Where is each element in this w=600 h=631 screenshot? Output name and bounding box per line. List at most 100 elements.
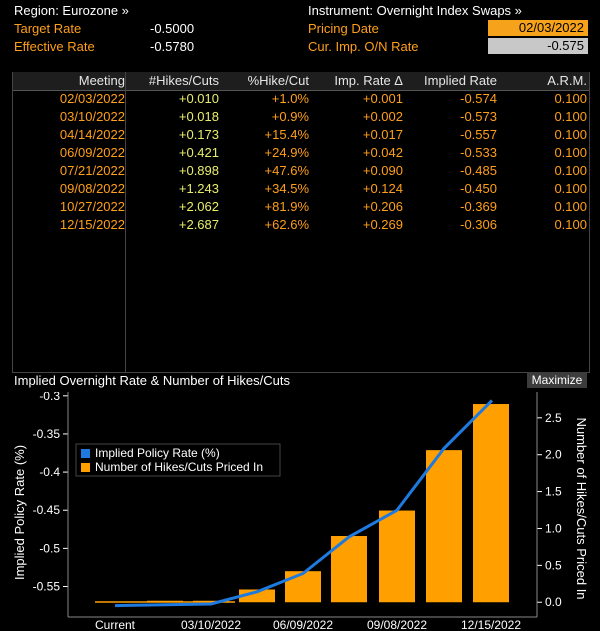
col-pct-header[interactable]: %Hike/Cut [247,73,309,88]
hikes-bar [473,404,509,603]
hikes-baseline [95,601,235,603]
x-tick-label: 09/08/2022 [367,618,427,631]
y-tick-label: -0.35 [33,427,61,441]
arm-cell: 0.100 [554,181,587,196]
implied-rate-cell: -0.306 [460,217,497,232]
pct-hike-cell: +81.9% [264,199,309,214]
pct-hike-cell: +62.6% [264,217,309,232]
table-row[interactable]: 07/21/2022 +0.898 +47.6% +0.090 -0.485 0.100 [13,163,589,181]
meeting-date: 10/27/2022 [59,199,125,214]
meeting-date: 09/08/2022 [59,181,125,196]
pct-hike-cell: +47.6% [264,163,309,178]
legend-swatch [81,449,90,458]
instrument-selector[interactable]: Instrument: Overnight Index Swaps » [308,3,522,18]
hikes-bar [285,571,321,603]
region-selector[interactable]: Region: Eurozone » [14,3,129,18]
col-hikes-header[interactable]: #Hikes/Cuts [148,73,219,88]
pricing-date-input[interactable]: 02/03/2022 [488,20,588,36]
table-row[interactable]: 04/14/2022 +0.173 +15.4% +0.017 -0.557 0.100 [13,127,589,145]
hikes-cell: +2.062 [178,199,219,214]
y2-tick-label: 2.5 [545,411,562,425]
pct-hike-cell: +24.9% [264,145,309,160]
col-meeting-header[interactable]: Meeting [78,73,125,88]
y-tick-label: -0.55 [33,579,61,593]
table-row[interactable]: 02/03/2022 +0.010 +1.0% +0.001 -0.574 0.100 [13,91,589,109]
meeting-date: 07/21/2022 [59,163,125,178]
imp-rate-delta-cell: +0.090 [362,163,403,178]
table-row[interactable]: 03/10/2022 +0.018 +0.9% +0.002 -0.573 0.100 [13,109,589,127]
target-rate-value: -0.5000 [150,21,195,36]
implied-rate-line [114,399,494,608]
pricing-date-label: Pricing Date [308,21,379,36]
meeting-date: 06/09/2022 [59,145,125,160]
meeting-date: 04/14/2022 [59,127,125,142]
y2-axis-label: Number of Hikes/Cuts Priced In [574,417,589,599]
col-arm-header[interactable]: A.R.M. [547,73,587,88]
table-row[interactable]: 10/27/2022 +2.062 +81.9% +0.206 -0.369 0.100 [13,199,589,217]
arm-cell: 0.100 [554,199,587,214]
implied-rate-cell: -0.574 [460,91,497,106]
maximize-button[interactable]: Maximize [527,372,587,388]
implied-rate-cell: -0.450 [460,181,497,196]
y2-tick-label: 1.5 [545,485,562,499]
meeting-date: 02/03/2022 [59,91,125,106]
imp-rate-delta-cell: +0.001 [362,91,403,106]
legend-swatch [81,463,90,472]
arm-cell: 0.100 [554,109,587,124]
pct-hike-cell: +1.0% [271,91,309,106]
imp-rate-delta-cell: +0.042 [362,145,403,160]
meetings-table: Meeting #Hikes/Cuts %Hike/Cut Imp. Rate … [12,72,590,373]
table-row[interactable]: 06/09/2022 +0.421 +24.9% +0.042 -0.533 0.100 [13,145,589,163]
imp-rate-delta-cell: +0.017 [362,127,403,142]
hikes-cell: +0.898 [178,163,219,178]
legend-label: Number of Hikes/Cuts Priced In [95,460,263,474]
table-header: Meeting #Hikes/Cuts %Hike/Cut Imp. Rate … [13,72,589,91]
imp-rate-delta-cell: +0.124 [362,181,403,196]
y-tick-label: -0.3 [39,392,60,403]
hikes-bar [426,450,462,603]
hikes-cell: +0.010 [178,91,219,106]
arm-cell: 0.100 [554,127,587,142]
imp-rate-delta-cell: +0.206 [362,199,403,214]
legend-box [75,443,281,477]
x-tick-label: 03/10/2022 [181,618,241,631]
effective-rate-value: -0.5780 [150,39,195,54]
legend-label: Implied Policy Rate (%) [95,446,220,460]
implied-rate-cell: -0.369 [460,199,497,214]
hikes-bar [379,510,415,603]
column-divider [125,72,126,372]
hikes-cell: +0.018 [178,109,219,124]
y-tick-label: -0.45 [33,503,61,517]
meeting-date: 12/15/2022 [59,217,125,232]
y-axis-label: Implied Policy Rate (%) [12,445,27,580]
implied-rate-cell: -0.557 [460,127,497,142]
arm-cell: 0.100 [554,163,587,178]
pct-hike-cell: +0.9% [271,109,309,124]
x-tick-label: Current [95,618,136,631]
arm-cell: 0.100 [554,217,587,232]
x-tick-label: 12/15/2022 [461,618,521,631]
table-row[interactable]: 09/08/2022 +1.243 +34.5% +0.124 -0.450 0.100 [13,181,589,199]
rate-hikes-chart: -0.3 -0.35 -0.4 -0.45 -0.5 -0.55 0.0 0.5 1.0 1.5… [12,392,589,631]
pct-hike-cell: +34.5% [264,181,309,196]
hikes-cell: +2.687 [178,217,219,232]
chart-title: Implied Overnight Rate & Number of Hikes… [14,373,290,388]
cur-imp-rate-input[interactable]: -0.575 [488,38,588,54]
chart-legend: Implied Policy Rate (%)Number of Hikes/C… [75,443,281,477]
pct-hike-cell: +15.4% [264,127,309,142]
y2-tick-label: 0.0 [545,595,562,609]
target-rate-label: Target Rate [14,21,82,36]
col-imp-delta-header[interactable]: Imp. Rate Δ [334,73,403,88]
y-tick-label: -0.5 [39,541,60,555]
x-tick-label: 06/09/2022 [273,618,333,631]
hikes-cell: +0.421 [178,145,219,160]
y2-tick-label: 1.0 [545,521,562,535]
arm-cell: 0.100 [554,145,587,160]
meeting-date: 03/10/2022 [59,109,125,124]
hikes-cell: +1.243 [178,181,219,196]
col-implied-rate-header[interactable]: Implied Rate [424,73,497,88]
y2-tick-label: 2.0 [545,448,562,462]
implied-rate-cell: -0.573 [460,109,497,124]
effective-rate-label: Effective Rate [14,39,95,54]
table-row[interactable]: 12/15/2022 +2.687 +62.6% +0.269 -0.306 0.100 [13,217,589,235]
